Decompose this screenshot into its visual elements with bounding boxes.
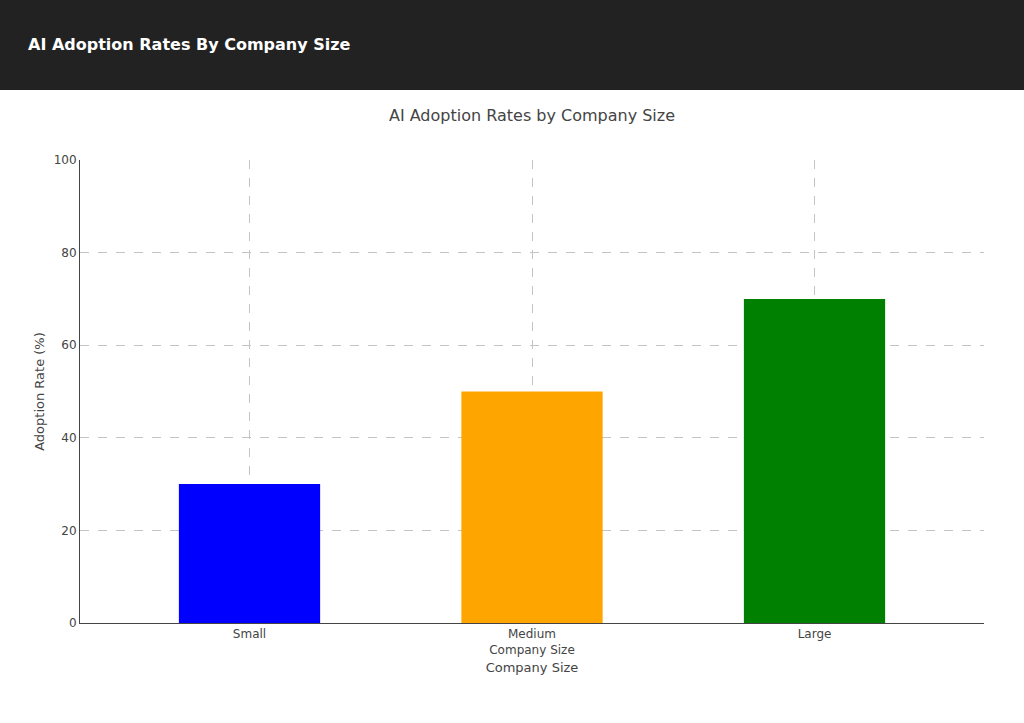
svg-text:AI Adoption Rates By Company S: AI Adoption Rates By Company Size [28, 35, 351, 54]
svg-text:Small: Small [233, 627, 266, 641]
svg-text:Large: Large [798, 627, 832, 641]
svg-text:20: 20 [61, 524, 76, 538]
svg-text:AI Adoption Rates by Company S: AI Adoption Rates by Company Size [389, 106, 675, 125]
svg-text:Adoption Rate (%): Adoption Rate (%) [32, 332, 47, 451]
svg-text:100: 100 [54, 153, 77, 167]
svg-text:40: 40 [61, 431, 76, 445]
svg-text:0: 0 [69, 616, 77, 630]
svg-text:Company Size: Company Size [486, 660, 579, 675]
svg-text:60: 60 [61, 338, 76, 352]
svg-text:80: 80 [61, 246, 76, 260]
svg-text:MediumCompany Size: MediumCompany Size [489, 627, 575, 657]
